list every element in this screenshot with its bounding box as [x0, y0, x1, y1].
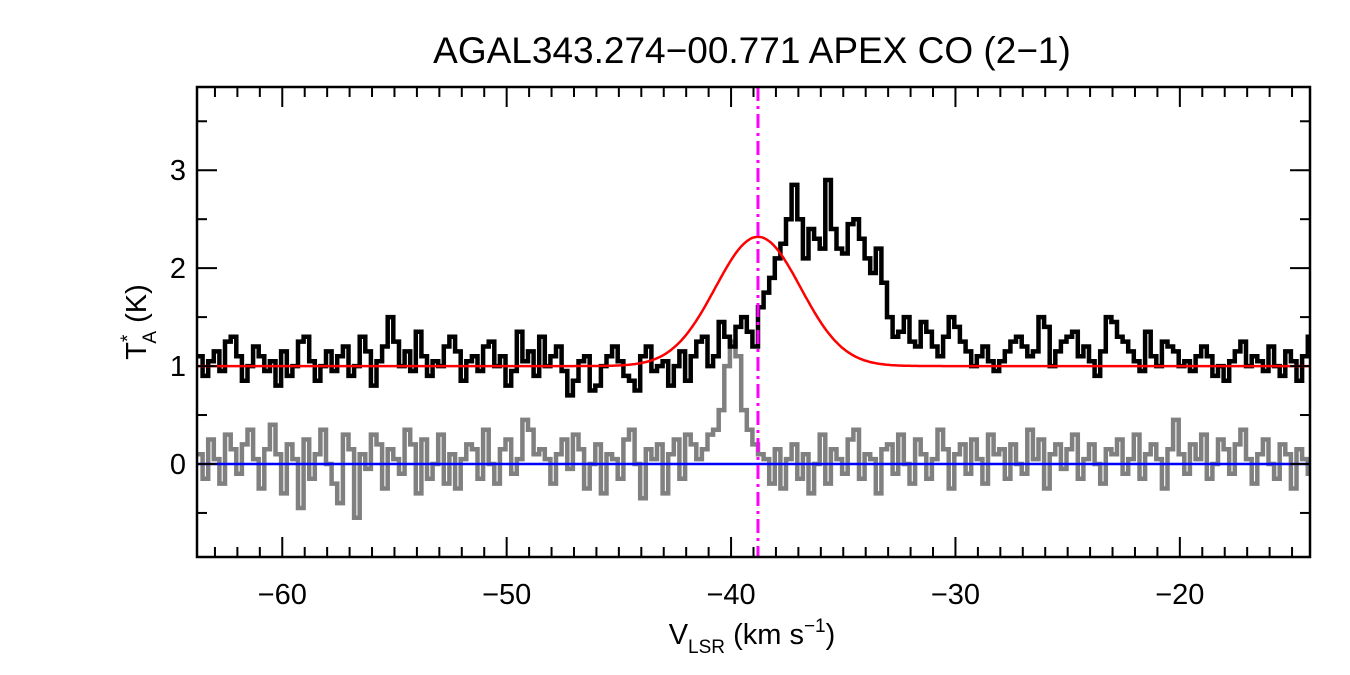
x-axis-label-sub: LSR — [688, 637, 725, 658]
x-axis-label-sup: −1 — [804, 616, 826, 637]
x-axis-label-end: ) — [826, 619, 836, 651]
y-tick-label: 2 — [170, 253, 186, 285]
y-tick-label: 1 — [170, 351, 186, 383]
y-tick-labels: 0 1 2 3 — [170, 155, 186, 481]
axis-ticks — [197, 87, 1310, 557]
x-tick-labels: −60 −50 −40 −30 −20 — [258, 579, 1205, 611]
x-tick-label: −20 — [1155, 579, 1204, 611]
chart-title: AGAL343.274−00.771 APEX CO (2−1) — [433, 30, 1071, 71]
x-tick-label: −30 — [931, 579, 980, 611]
y-tick-label: 0 — [170, 449, 186, 481]
x-axis-label-main: V — [669, 619, 689, 651]
x-tick-label: −60 — [258, 579, 307, 611]
y-axis-label-sub: A — [140, 331, 161, 344]
x-axis-label: VLSR (km s−1) — [669, 616, 836, 658]
plot-area — [197, 87, 1310, 557]
y-axis-label-rest: (K) — [121, 284, 153, 331]
gaussian-fit-line — [197, 235, 1310, 368]
y-axis-label: T*A (K) — [118, 284, 161, 360]
residual-spectrum-line — [197, 339, 1310, 521]
x-tick-label: −40 — [706, 579, 755, 611]
x-axis-label-rest: (km s — [725, 619, 804, 651]
y-axis-label-sup: * — [118, 334, 139, 342]
plot-frame — [195, 85, 1312, 559]
y-tick-label: 3 — [170, 155, 186, 187]
x-tick-label: −50 — [482, 579, 531, 611]
co-spectrum-line — [197, 177, 1310, 398]
y-axis-label-main: T — [121, 342, 153, 360]
